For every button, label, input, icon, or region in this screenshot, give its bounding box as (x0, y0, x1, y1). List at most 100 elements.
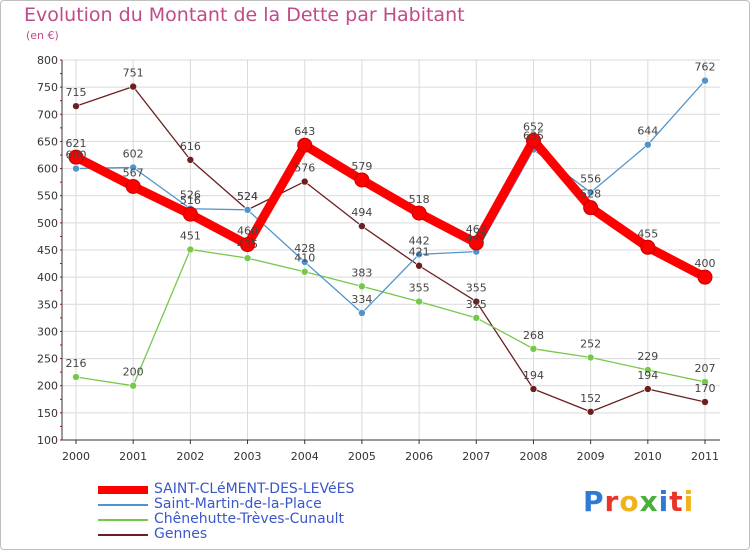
data-point (468, 235, 484, 251)
data-point (640, 239, 656, 255)
data-point (472, 314, 481, 322)
data-point (72, 164, 80, 173)
plot-area: 100 150 200 250 300 350 400 450 500 550 600 650 700 7… (37, 54, 720, 463)
series-line-2 (75, 248, 706, 387)
data-label: 751 (123, 67, 144, 80)
series-line-0 (71, 135, 710, 282)
x-tick-label: 2004 (291, 450, 319, 463)
data-point (186, 156, 195, 164)
data-point (525, 132, 541, 148)
legend-swatch (98, 486, 148, 494)
data-label: 579 (351, 160, 372, 173)
data-label: 383 (351, 266, 372, 279)
data-label: 621 (66, 137, 87, 150)
data-label: 355 (409, 282, 430, 295)
y-tick-label: 150 (37, 407, 58, 420)
y-tick-label: 250 (37, 353, 58, 366)
data-point (701, 398, 709, 406)
data-label: 635 (523, 130, 544, 143)
data-label: 516 (180, 194, 201, 207)
data-point (644, 366, 652, 374)
y-tick-label: 550 (37, 190, 58, 203)
data-label: 410 (294, 252, 315, 265)
data-label: 194 (523, 369, 544, 382)
y-tick-label: 400 (37, 271, 58, 284)
data-label: 194 (637, 369, 658, 382)
data-label: 567 (123, 166, 144, 179)
proxiti-logo: Proxiti (583, 485, 695, 518)
data-point (415, 250, 423, 259)
data-label: 428 (294, 242, 315, 255)
y-tick-label: 750 (37, 81, 58, 94)
data-label: 334 (351, 293, 372, 306)
y-tick-label: 200 (37, 380, 58, 393)
data-label: 229 (637, 350, 658, 363)
data-point (72, 373, 80, 381)
data-point (697, 269, 713, 285)
data-point (125, 178, 141, 194)
data-label: 216 (66, 357, 87, 370)
legend-label: Saint-Martin-de-la-Place (154, 496, 322, 512)
legend-label: Chênehutte-Trèves-Cunault (154, 511, 345, 527)
legend-swatch (98, 504, 148, 506)
x-tick-label: 2006 (405, 450, 433, 463)
series-line-1 (75, 79, 706, 314)
y-tick-label: 350 (37, 298, 58, 311)
data-point (300, 267, 309, 276)
data-point (529, 344, 538, 353)
data-label: 421 (409, 246, 430, 259)
data-label: 442 (409, 234, 430, 247)
data-point (586, 188, 595, 197)
legend-label: SAINT-CLéMENT-DES-LEVéES (154, 481, 355, 497)
data-point (701, 76, 709, 85)
data-label: 451 (180, 229, 201, 242)
x-tick-label: 2011 (691, 450, 719, 463)
legend-label: Gennes (154, 526, 208, 542)
x-tick-label: 2001 (119, 450, 147, 463)
series-line-3 (75, 85, 706, 413)
y-tick-label: 100 (37, 434, 58, 447)
data-label: 207 (695, 362, 716, 375)
data-point (72, 102, 80, 110)
data-point (415, 261, 423, 270)
data-point (182, 206, 198, 222)
data-point (68, 149, 84, 165)
data-point (243, 254, 252, 262)
x-tick-label: 2009 (577, 450, 605, 463)
data-point (129, 82, 137, 91)
data-point (186, 245, 195, 254)
data-label: 600 (66, 149, 87, 162)
x-tick-label: 2007 (462, 450, 490, 463)
data-label: 616 (180, 140, 201, 153)
data-label: 447 (466, 232, 487, 245)
x-tick-label: 2008 (519, 450, 547, 463)
legend-swatch (98, 534, 148, 536)
data-point (129, 163, 137, 172)
data-label: 252 (580, 337, 601, 350)
data-label: 644 (637, 125, 658, 138)
data-point (354, 172, 370, 188)
data-point (411, 205, 427, 221)
data-label: 152 (580, 392, 601, 405)
data-label: 170 (695, 382, 716, 395)
data-point (297, 137, 313, 153)
data-label: 400 (695, 257, 716, 270)
data-label: 762 (695, 61, 716, 74)
data-label: 463 (466, 223, 487, 236)
data-point (240, 237, 256, 253)
y-tick-label: 450 (37, 244, 58, 257)
data-label: 576 (294, 162, 315, 175)
data-label: 325 (466, 298, 487, 311)
data-label: 652 (523, 120, 544, 133)
data-label: 494 (351, 206, 372, 219)
data-point (644, 140, 652, 149)
legend-swatch (98, 519, 148, 521)
data-label: 455 (637, 227, 658, 240)
y-tick-label: 600 (37, 163, 58, 176)
data-point (583, 200, 599, 216)
y-tick-label: 700 (37, 108, 58, 121)
chart-unit: (en €) (26, 29, 59, 42)
data-point (358, 222, 366, 230)
y-tick-label: 800 (37, 54, 58, 67)
data-point (586, 353, 595, 362)
